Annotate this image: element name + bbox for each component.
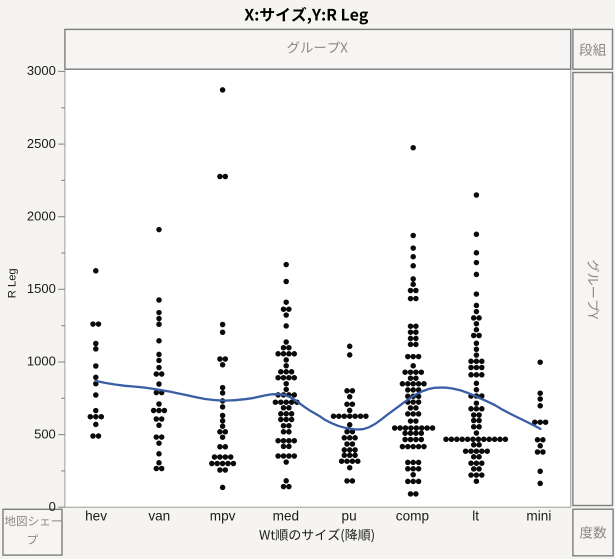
svg-text:2000: 2000 <box>27 208 56 223</box>
svg-text:van: van <box>148 508 170 523</box>
svg-text:3000: 3000 <box>27 63 56 78</box>
svg-text:pu: pu <box>342 508 357 523</box>
svg-text:hev: hev <box>85 508 107 523</box>
svg-text:500: 500 <box>34 426 56 441</box>
svg-text:1000: 1000 <box>27 354 56 369</box>
svg-text:lt: lt <box>472 508 479 523</box>
svg-text:med: med <box>273 508 299 523</box>
svg-text:comp: comp <box>396 508 429 523</box>
svg-text:R Leg: R Leg <box>7 268 19 298</box>
svg-text:mini: mini <box>526 508 551 523</box>
svg-text:1500: 1500 <box>27 281 56 296</box>
svg-text:mpv: mpv <box>210 508 236 523</box>
svg-text:0: 0 <box>49 499 56 514</box>
svg-text:2500: 2500 <box>27 136 56 151</box>
